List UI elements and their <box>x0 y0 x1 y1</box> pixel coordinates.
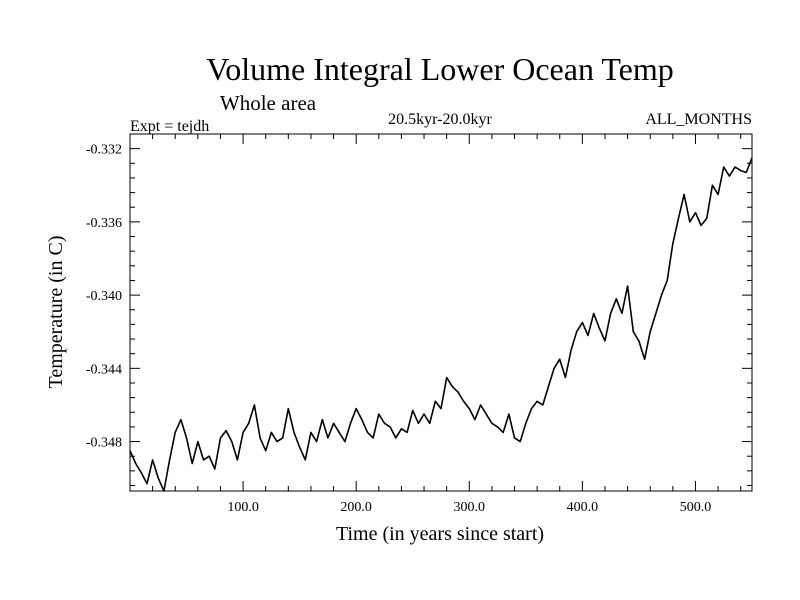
months-label: ALL_MONTHS <box>645 111 752 128</box>
experiment-label: Expt = tejdh <box>130 118 209 135</box>
chart-subtitle: Whole area <box>220 91 317 115</box>
x-tick-label: 400.0 <box>567 500 599 515</box>
x-axis-label: Time (in years since start) <box>336 523 544 545</box>
chart-title: Volume Integral Lower Ocean Temp <box>206 51 674 87</box>
x-tick-label: 500.0 <box>680 500 712 515</box>
x-tick-label: 300.0 <box>454 500 486 515</box>
y-tick-label: -0.332 <box>86 143 122 158</box>
y-tick-label: -0.348 <box>86 436 122 451</box>
y-tick-labels: -0.332 -0.336 -0.340 -0.344 -0.348 <box>86 143 122 451</box>
x-tick-label: 200.0 <box>340 500 372 515</box>
x-tick-labels: 100.0 200.0 300.0 400.0 500.0 <box>227 500 711 515</box>
period-label: 20.5kyr-20.0kyr <box>388 111 492 128</box>
y-tick-label: -0.336 <box>86 216 122 231</box>
plot-frame <box>129 133 753 492</box>
y-tick-label: -0.340 <box>86 289 122 304</box>
y-axis-label: Temperature (in C) <box>45 236 67 389</box>
temperature-series-line <box>129 157 753 492</box>
y-tick-label: -0.344 <box>86 362 122 377</box>
x-tick-label: 100.0 <box>227 500 259 515</box>
axis-ticks <box>130 133 752 491</box>
